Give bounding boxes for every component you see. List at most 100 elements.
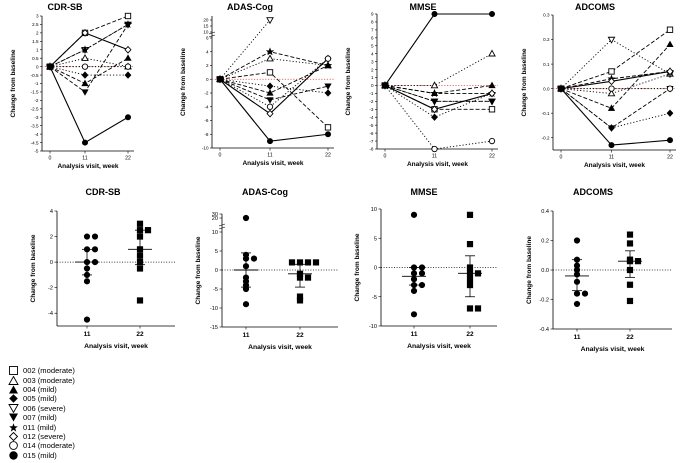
data-point-005-shape bbox=[124, 71, 132, 79]
legend-label: 012 (severe) bbox=[23, 431, 66, 441]
y-tick-label: 4 bbox=[206, 49, 209, 54]
y-tick-label: 2.5 bbox=[32, 22, 39, 27]
x-tick-label: 22 bbox=[296, 332, 304, 339]
data-point-015 bbox=[125, 114, 132, 121]
data-point-002-shape bbox=[666, 26, 674, 33]
data-point-week-22 bbox=[312, 259, 320, 266]
y-tick-label: -1 bbox=[369, 91, 374, 96]
data-point-004-shape bbox=[266, 89, 274, 96]
y-tick-label: 0.5 bbox=[32, 56, 39, 61]
x-tick-label: 11 bbox=[609, 155, 614, 161]
data-point-015 bbox=[217, 76, 224, 83]
data-point-week-22 bbox=[304, 274, 312, 281]
open-square-icon bbox=[9, 366, 18, 376]
data-point-002 bbox=[666, 26, 674, 33]
series-line-007 bbox=[560, 88, 671, 129]
filled-circle-icon bbox=[9, 451, 18, 460]
x-tick-label: 22 bbox=[466, 331, 474, 338]
y-tick-label: -6 bbox=[369, 131, 374, 136]
data-point-012-shape bbox=[124, 45, 132, 54]
y-tick-label: -10 bbox=[202, 146, 209, 151]
data-point-015-shape bbox=[324, 131, 331, 138]
y-tick-label: 5 bbox=[215, 249, 218, 255]
axis-break-mark bbox=[208, 34, 216, 38]
data-point-week-11 bbox=[91, 246, 99, 253]
y-tick-label: 0 bbox=[36, 64, 39, 69]
data-point-012-shape bbox=[81, 28, 89, 37]
data-point-005 bbox=[124, 71, 132, 79]
data-point-014-shape bbox=[81, 63, 89, 70]
filled-diamond-icon bbox=[9, 394, 18, 404]
y-tick-label: -2.5 bbox=[31, 107, 39, 112]
data-point-week-11 bbox=[410, 287, 418, 295]
series-line-002 bbox=[560, 29, 671, 90]
series-line-005 bbox=[49, 66, 128, 76]
axis-break-mark bbox=[218, 226, 226, 230]
data-point-week-11-shape bbox=[242, 301, 250, 308]
y-tick-label: 3 bbox=[36, 14, 39, 19]
data-point-week-11-shape bbox=[410, 311, 418, 318]
y-tick-label: -7 bbox=[369, 139, 374, 144]
data-point-week-11 bbox=[83, 233, 91, 240]
data-point-004 bbox=[607, 104, 616, 111]
legend-label: 002 (moderate) bbox=[23, 366, 75, 376]
data-point-002-shape bbox=[124, 12, 132, 20]
data-point-007-shape bbox=[430, 98, 439, 106]
data-point-014-shape bbox=[488, 137, 496, 145]
series-line-015 bbox=[49, 66, 129, 144]
data-point-003 bbox=[488, 49, 496, 57]
y-tick-label: 1.5 bbox=[32, 39, 39, 44]
scatter-plot-adcoms: ADCOMS 0.4 0.2 0.0 -0.2 -0.4 11 22 Analysis visi… bbox=[526, 187, 672, 353]
x-tick-label: 11 bbox=[267, 153, 272, 159]
series-line-005 bbox=[560, 88, 671, 129]
chart-title: MMSE bbox=[410, 2, 437, 12]
y-tick-label: -2 bbox=[204, 91, 209, 96]
y-tick-label: -3 bbox=[34, 115, 39, 120]
data-point-week-22 bbox=[304, 259, 312, 266]
data-point-week-22 bbox=[136, 297, 144, 304]
y-tick-label: -15 bbox=[210, 325, 218, 331]
legend-item: 015 (mild) bbox=[8, 451, 208, 460]
y-tick-label: 0.0 bbox=[543, 86, 550, 91]
data-point-014-shape bbox=[666, 85, 674, 92]
chart-title: ADCOMS bbox=[573, 187, 613, 197]
y-tick-label: -4 bbox=[34, 132, 39, 137]
data-point-005 bbox=[324, 89, 332, 97]
data-point-week-22-shape bbox=[136, 297, 144, 304]
series-line-002 bbox=[49, 15, 129, 67]
y-tick-label: -5 bbox=[369, 123, 374, 128]
data-point-015-shape bbox=[488, 11, 495, 18]
y-tick-label: -10 bbox=[210, 306, 218, 312]
filled-triangle-up-icon bbox=[9, 385, 18, 394]
series-line-012 bbox=[560, 70, 671, 90]
x-tick-label: 11 bbox=[84, 331, 91, 338]
series-line-003 bbox=[385, 53, 493, 86]
data-point-005-shape bbox=[266, 82, 274, 90]
data-point-015 bbox=[266, 138, 273, 145]
data-point-007-shape bbox=[81, 89, 89, 96]
legend-label: 015 (mild) bbox=[23, 450, 57, 460]
x-tick-label: 22 bbox=[125, 156, 131, 162]
data-point-005 bbox=[431, 113, 438, 121]
x-axis-label: Analysis visit, week bbox=[581, 346, 645, 353]
data-point-week-22 bbox=[144, 227, 152, 234]
data-point-week-22-shape bbox=[626, 297, 634, 305]
y-axis-label: Change from baseline bbox=[10, 49, 17, 117]
data-point-014 bbox=[431, 145, 438, 153]
data-point-week-22 bbox=[466, 211, 474, 218]
y-tick-label: -1 bbox=[34, 81, 39, 86]
y-axis-label: Change from baseline bbox=[345, 47, 352, 115]
y-tick-label: 2 bbox=[50, 235, 53, 241]
data-point-014 bbox=[324, 55, 332, 62]
x-tick-label: 11 bbox=[574, 334, 581, 341]
data-point-week-11-shape bbox=[91, 233, 99, 240]
data-point-week-22-shape bbox=[626, 240, 634, 247]
data-point-week-11 bbox=[250, 255, 258, 262]
open-circle-icon bbox=[9, 441, 18, 451]
data-point-week-22 bbox=[466, 241, 474, 248]
spaghetti-plot-adcoms: ADCOMS 0.3 0.2 0.1 0.0 -0.1 -0.2 0 11 22 Analysis … bbox=[521, 2, 676, 169]
data-point-007 bbox=[266, 97, 274, 104]
chart-title: ADAS-Cog bbox=[227, 2, 273, 12]
y-tick-label: -0.2 bbox=[539, 298, 549, 304]
y-tick-label: 2 bbox=[36, 31, 39, 36]
